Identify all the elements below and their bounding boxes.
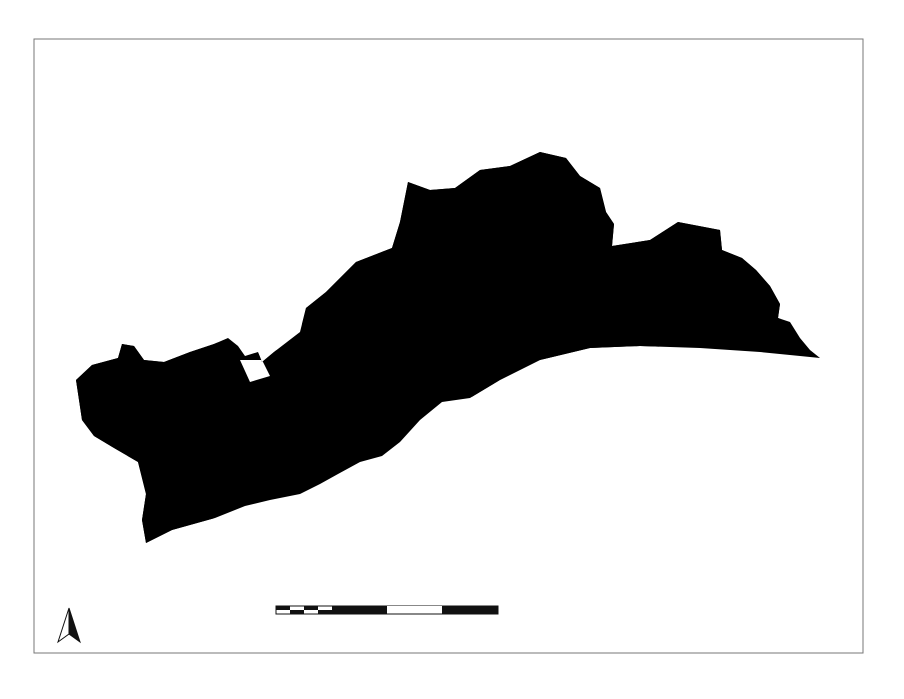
legend [728, 532, 868, 631]
legend-swatch [728, 577, 752, 590]
region-notch [240, 360, 270, 382]
zone-class-1-east [470, 322, 665, 400]
legend-item [728, 536, 868, 555]
zone-class-3-north [300, 250, 800, 352]
rainfall-zones [76, 152, 820, 543]
scale-bar-graphic [275, 605, 499, 615]
zone-class-3-west [158, 330, 230, 543]
zone-class-1-west [209, 350, 353, 494]
map-border [33, 38, 864, 654]
legend-item [728, 574, 868, 593]
legend-swatch [728, 539, 752, 552]
legend-item [728, 593, 868, 612]
legend-swatch [728, 615, 752, 628]
scale-bar [270, 588, 590, 628]
north-arrow [54, 590, 84, 644]
legend-swatch [728, 596, 752, 609]
north-arrow-icon [57, 607, 81, 644]
legend-swatch [728, 558, 752, 571]
legend-item [728, 612, 868, 631]
legend-item [728, 555, 868, 574]
zone-class-5-west [76, 330, 132, 543]
